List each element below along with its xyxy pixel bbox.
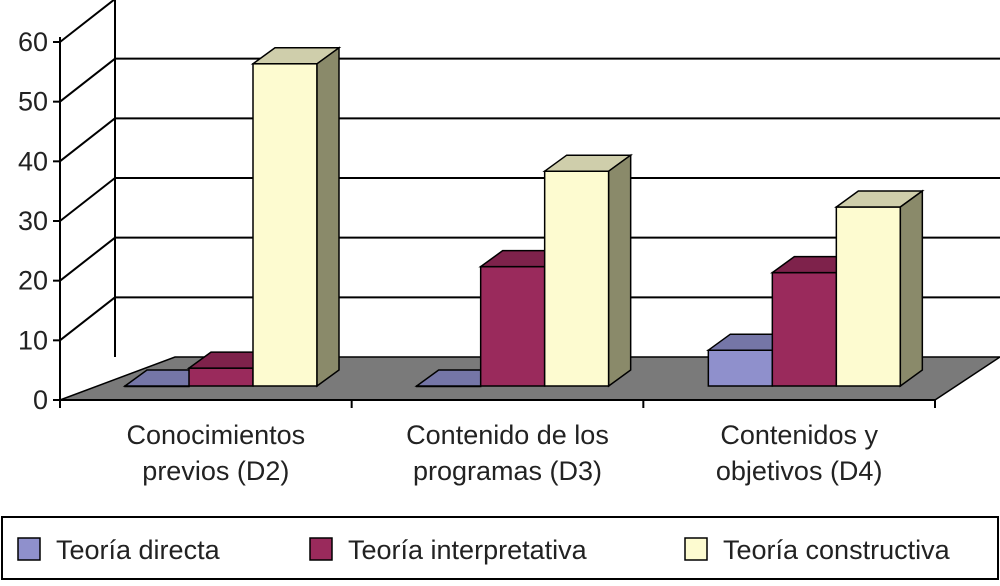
x-category-label: programas (D3) (413, 456, 602, 486)
legend-group: Teoría directa Teoría interpretativa Teorí… (1, 516, 999, 580)
bar-side-2-1 (607, 153, 632, 388)
gridline-diagonal (59, 117, 116, 163)
x-category-label: objetivos (D4) (716, 456, 883, 486)
y-tick-label: 50 (18, 87, 48, 117)
legend-swatch (309, 537, 333, 561)
x-category-label: Contenido de los (406, 420, 609, 450)
y-tick-label: 0 (33, 385, 48, 415)
legend-label: Teoría directa (56, 535, 221, 565)
gridline-diagonal (59, 177, 116, 222)
x-category-label: previos (D2) (142, 456, 289, 486)
axes-group (53, 37, 936, 408)
bar-front-teoria-constructiva-2 (835, 206, 902, 387)
bar-front-teoria-interpretativa-0 (188, 367, 254, 387)
legend-box (1, 516, 999, 580)
gridline-diagonal (59, 296, 116, 342)
y-tick-label: 30 (18, 206, 48, 236)
bar-front-teoria-interpretativa-1 (479, 265, 546, 387)
y-tick-label: 20 (18, 266, 48, 296)
legend-label: Teoría constructiva (723, 535, 951, 565)
bar-side-2-2 (899, 189, 924, 388)
x-category-label: Contenidos y (720, 420, 878, 450)
bar-front-teoria-constructiva-1 (543, 170, 610, 387)
bar-front-teoria-constructiva-0 (252, 63, 318, 387)
bars-group (122, 46, 925, 388)
gridline-diagonal (59, 0, 116, 43)
x-category-label: Conocimientos (127, 420, 306, 450)
bar-front-teoria-directa-2 (707, 349, 774, 387)
legend-swatch (684, 537, 708, 561)
gridline-diagonal (59, 236, 116, 282)
legend-swatch (17, 537, 41, 561)
legend-label: Teoría interpretativa (348, 535, 588, 565)
gridline-diagonal (59, 57, 116, 103)
y-tick-label: 10 (18, 325, 48, 355)
labels-group: 0 10 20 30 40 50 60 Conocimientos previos (D2) Co… (18, 27, 882, 486)
bar-front-teoria-interpretativa-2 (771, 271, 838, 387)
y-tick-label: 40 (18, 146, 48, 176)
bar-side-2-0 (316, 46, 340, 388)
y-tick-label: 60 (18, 27, 48, 57)
